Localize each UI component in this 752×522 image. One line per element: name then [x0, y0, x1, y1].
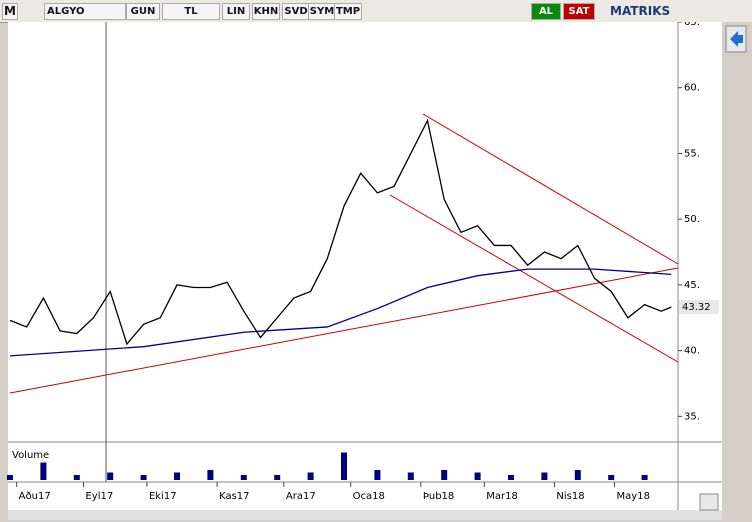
symbol-box[interactable]: ALGYO: [44, 3, 126, 20]
volume-bar: [474, 472, 481, 480]
volume-bar: [174, 472, 180, 480]
volume-bar: [73, 475, 80, 480]
volume-bar: [608, 475, 615, 480]
chart-bg: [8, 22, 722, 520]
volume-bar: [574, 470, 581, 480]
x-tick-label: Eki17: [149, 491, 177, 502]
scrollbar[interactable]: [8, 510, 722, 520]
volume-bar: [508, 475, 514, 480]
y-tick-label: 65.: [684, 22, 700, 28]
y-tick-label: 40.: [684, 346, 700, 357]
brand: MATRIKS: [610, 4, 671, 18]
volume-bar: [207, 470, 214, 480]
sell-button[interactable]: SAT: [563, 3, 595, 20]
volume-bar: [441, 470, 448, 480]
volume-bar: [40, 462, 47, 480]
x-tick-label: Oca18: [353, 491, 385, 502]
volume-bar: [107, 472, 114, 480]
period-button[interactable]: GUN: [126, 3, 160, 20]
x-tick-label: Nis18: [556, 491, 584, 502]
y-tick-label: 55.: [684, 148, 700, 159]
logo[interactable]: M: [2, 3, 18, 20]
volume-bar: [140, 475, 147, 480]
arrow-icon: [730, 31, 743, 47]
trend-line: [422, 113, 679, 265]
price-line: [9, 118, 672, 346]
x-tick-label: May18: [617, 491, 650, 502]
x-tick-label: Þub18: [423, 491, 454, 502]
volume-bar: [341, 452, 347, 480]
y-tick-label: 60.: [684, 83, 700, 94]
volume-bar: [274, 475, 281, 480]
currency-button[interactable]: TL: [162, 3, 220, 20]
refresh-button[interactable]: [699, 493, 719, 511]
last-price-box: [679, 299, 719, 314]
volume-bar: [7, 475, 13, 480]
volume-bar: [541, 472, 548, 480]
y-tick-label: 45.: [684, 280, 700, 291]
side-panel: [722, 22, 752, 520]
last-price-label: 43.32: [682, 302, 711, 313]
y-tick-label: 50.: [684, 214, 700, 225]
x-tick-label: Kas17: [219, 491, 249, 502]
volume-label: Volume: [12, 450, 49, 461]
toolbar-button[interactable]: SYM: [308, 3, 336, 20]
toolbar-button[interactable]: SVD: [282, 3, 310, 20]
toolbar-button[interactable]: LIN: [222, 3, 250, 20]
x-tick-label: Eyl17: [85, 491, 113, 502]
toolbar-button[interactable]: KHN: [252, 3, 280, 20]
x-tick-label: Mar18: [486, 491, 518, 502]
x-tick-label: Aðu17: [19, 491, 51, 502]
volume-bar: [307, 472, 314, 480]
toolbar: M ALGYO GUN TL LIN KHN SVD SYM TMP AL SA…: [0, 0, 752, 23]
buy-button[interactable]: AL: [531, 3, 561, 20]
price-line: [9, 268, 672, 357]
chart: 35. 40. 45. 50. 55. 60. 65. Aðu17 Eyl17 Eki17 Kas1…: [7, 22, 752, 520]
volume-bar: [240, 475, 247, 480]
toolbar-button[interactable]: TMP: [334, 3, 362, 20]
volume-bar: [374, 470, 381, 480]
y-tick-label: 35.: [684, 411, 700, 422]
volume-bar: [641, 475, 648, 480]
trend-line: [389, 194, 679, 363]
trend-line: [9, 267, 679, 394]
volume-bar: [407, 472, 414, 480]
x-tick-label: Ara17: [286, 491, 316, 502]
